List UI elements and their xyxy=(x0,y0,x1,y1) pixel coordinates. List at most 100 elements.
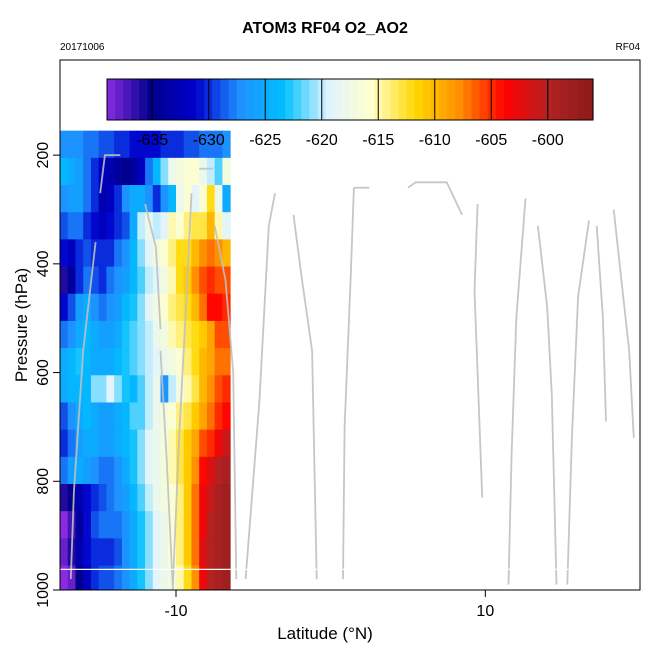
heatmap-cell xyxy=(191,293,200,322)
heatmap-cell xyxy=(168,320,177,349)
heatmap-cell xyxy=(67,212,76,240)
heatmap-cell xyxy=(206,157,216,186)
heatmap-cell xyxy=(98,320,107,349)
heatmap-cell xyxy=(75,538,84,567)
heatmap-cell xyxy=(199,402,208,431)
heatmap-cell xyxy=(176,484,185,512)
heatmap-cell xyxy=(160,538,169,567)
heatmap-cell xyxy=(90,538,100,567)
heatmap-cell xyxy=(214,565,223,591)
colorbar-tick-label: -625 xyxy=(249,132,281,149)
heatmap-cell xyxy=(67,130,76,159)
colorbar-swatch xyxy=(568,79,578,120)
heatmap-cell xyxy=(83,429,92,458)
colorbar-swatch xyxy=(220,79,230,120)
heatmap-cell xyxy=(98,429,107,458)
heatmap-cell xyxy=(90,348,100,376)
heatmap-cell xyxy=(90,212,100,240)
heatmap-cell xyxy=(60,348,69,376)
heatmap-cell xyxy=(83,511,92,539)
heatmap-cell xyxy=(214,456,223,485)
heatmap-cell xyxy=(183,538,192,567)
heatmap-cell xyxy=(114,402,123,431)
heatmap-cell xyxy=(160,239,169,268)
heatmap-cell xyxy=(214,266,223,295)
heatmap-cell xyxy=(183,565,192,591)
y-axis-tick-label: 600 xyxy=(35,359,52,386)
heatmap-cell xyxy=(206,402,216,431)
heatmap-cell xyxy=(75,185,84,213)
heatmap-cell xyxy=(222,375,231,403)
heatmap-cell xyxy=(75,511,84,539)
heatmap-cell xyxy=(222,266,231,295)
heatmap-cell xyxy=(222,348,231,376)
heatmap-cell xyxy=(83,266,92,295)
heatmap-cell xyxy=(168,456,177,485)
heatmap-cell xyxy=(67,293,76,322)
heatmap-cell xyxy=(214,348,223,376)
heatmap-cell xyxy=(90,375,100,403)
heatmap-cell xyxy=(206,565,216,591)
heatmap-cell xyxy=(106,185,115,213)
heatmap-cell xyxy=(75,484,84,512)
heatmap-cell xyxy=(145,484,154,512)
heatmap-cell xyxy=(176,511,185,539)
heatmap-cell xyxy=(114,293,123,322)
heatmap-cell xyxy=(98,565,107,591)
heatmap-cell xyxy=(106,348,115,376)
heatmap-cell xyxy=(67,429,76,458)
heatmap-cell xyxy=(152,348,162,376)
colorbar-frame xyxy=(106,78,594,121)
heatmap-cell xyxy=(67,157,76,186)
heatmap-cell xyxy=(145,348,154,376)
colorbar-tick-label: -615 xyxy=(362,132,394,149)
heatmap-cell xyxy=(176,348,185,376)
heatmap-cell xyxy=(90,266,100,295)
colorbar-swatch xyxy=(325,79,335,120)
heatmap-cell xyxy=(121,239,131,268)
heatmap-cell xyxy=(60,293,69,322)
colorbar-swatch xyxy=(155,79,165,120)
heatmap-cell xyxy=(206,293,216,322)
heatmap-cell xyxy=(98,348,107,376)
heatmap-cell xyxy=(199,212,208,240)
y-axis-tick-label: 400 xyxy=(35,250,52,277)
heatmap-cell xyxy=(183,456,192,485)
heatmap-cell xyxy=(60,185,69,213)
heatmap-cell xyxy=(214,239,223,268)
heatmap-cell xyxy=(191,538,200,567)
heatmap-cell xyxy=(129,538,138,567)
heatmap-cell xyxy=(129,157,138,186)
colorbar-swatch xyxy=(447,79,456,120)
heatmap-cell xyxy=(160,429,169,458)
heatmap-cell xyxy=(152,130,162,159)
heatmap-cell xyxy=(191,456,200,485)
heatmap-cell xyxy=(75,348,84,376)
flight-track-line xyxy=(566,220,590,585)
heatmap-cell xyxy=(199,320,208,349)
colorbar-swatch xyxy=(188,79,197,120)
heatmap-cell xyxy=(90,185,100,213)
heatmap-cell xyxy=(137,538,146,567)
heatmap-cell xyxy=(90,293,100,322)
colorbar-swatch xyxy=(552,79,562,120)
heatmap-cell xyxy=(83,320,92,349)
flight-track-line xyxy=(144,203,162,330)
heatmap-cell xyxy=(121,538,131,567)
heatmap-cell xyxy=(90,429,100,458)
heatmap-cell xyxy=(98,185,107,213)
heatmap-cell xyxy=(114,565,123,591)
heatmap-cell xyxy=(199,484,208,512)
heatmap-cell xyxy=(183,320,192,349)
colorbar-swatch xyxy=(277,79,286,120)
colorbar-tick-label: -620 xyxy=(306,132,338,149)
heatmap-cell xyxy=(152,320,162,349)
heatmap-cell xyxy=(106,402,115,431)
heatmap-cell xyxy=(137,484,146,512)
colorbar-swatch xyxy=(123,79,132,120)
flight-track-line xyxy=(507,198,527,585)
heatmap-cell xyxy=(114,538,123,567)
colorbar-tick-label: -600 xyxy=(532,132,564,149)
heatmap-cell xyxy=(121,320,131,349)
heatmap-cell xyxy=(60,157,69,186)
